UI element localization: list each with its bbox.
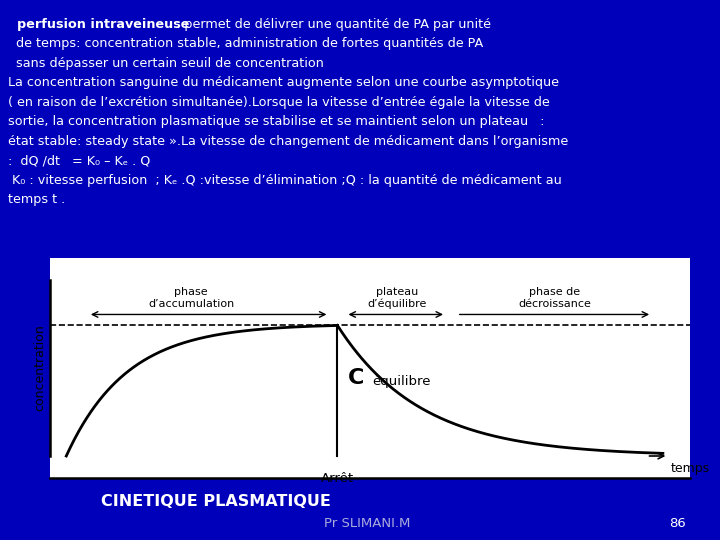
Text: phase de
décroissance: phase de décroissance (518, 287, 591, 309)
Text: sortie, la concentration plasmatique se stabilise et se maintient selon un plate: sortie, la concentration plasmatique se … (8, 116, 544, 129)
Text: :  dQ /dt   = K₀ – Kₑ . Q: : dQ /dt = K₀ – Kₑ . Q (8, 154, 150, 167)
Text: sans dépasser un certain seuil de concentration: sans dépasser un certain seuil de concen… (8, 57, 324, 70)
Text: équilibre: équilibre (373, 375, 431, 388)
Text: ( en raison de l’excrétion simultanée).Lorsque la vitesse d’entrée égale la vite: ( en raison de l’excrétion simultanée).L… (8, 96, 550, 109)
Text: Pr SLIMANI.M: Pr SLIMANI.M (324, 517, 410, 530)
Text: CINETIQUE PLASMATIQUE: CINETIQUE PLASMATIQUE (101, 494, 330, 509)
Text: 86: 86 (670, 517, 686, 530)
Text: : permet de délivrer une quantité de PA par unité: : permet de délivrer une quantité de PA … (172, 18, 491, 31)
Text: La concentration sanguine du médicament augmente selon une courbe asymptotique: La concentration sanguine du médicament … (8, 77, 559, 90)
Text: phase
d’accumulation: phase d’accumulation (148, 287, 234, 309)
Y-axis label: concentration: concentration (33, 325, 46, 411)
Text: C: C (348, 368, 365, 388)
Text: état stable: steady state ».La vitesse de changement de médicament dans l’organi: état stable: steady state ».La vitesse d… (8, 135, 568, 148)
Text: temps t .: temps t . (8, 193, 66, 206)
Text: plateau
d’équilibre: plateau d’équilibre (367, 287, 427, 309)
Text: temps: temps (671, 462, 710, 475)
Text: Arrêt: Arrêt (321, 472, 354, 485)
Text: K₀ : vitesse perfusion  ; Kₑ .Q :vitesse d’élimination ;Q : la quantité de médic: K₀ : vitesse perfusion ; Kₑ .Q :vitesse … (8, 174, 562, 187)
Text: perfusion intraveineuse: perfusion intraveineuse (8, 18, 189, 31)
Text: de temps: concentration stable, administration de fortes quantités de PA: de temps: concentration stable, administ… (8, 37, 483, 51)
